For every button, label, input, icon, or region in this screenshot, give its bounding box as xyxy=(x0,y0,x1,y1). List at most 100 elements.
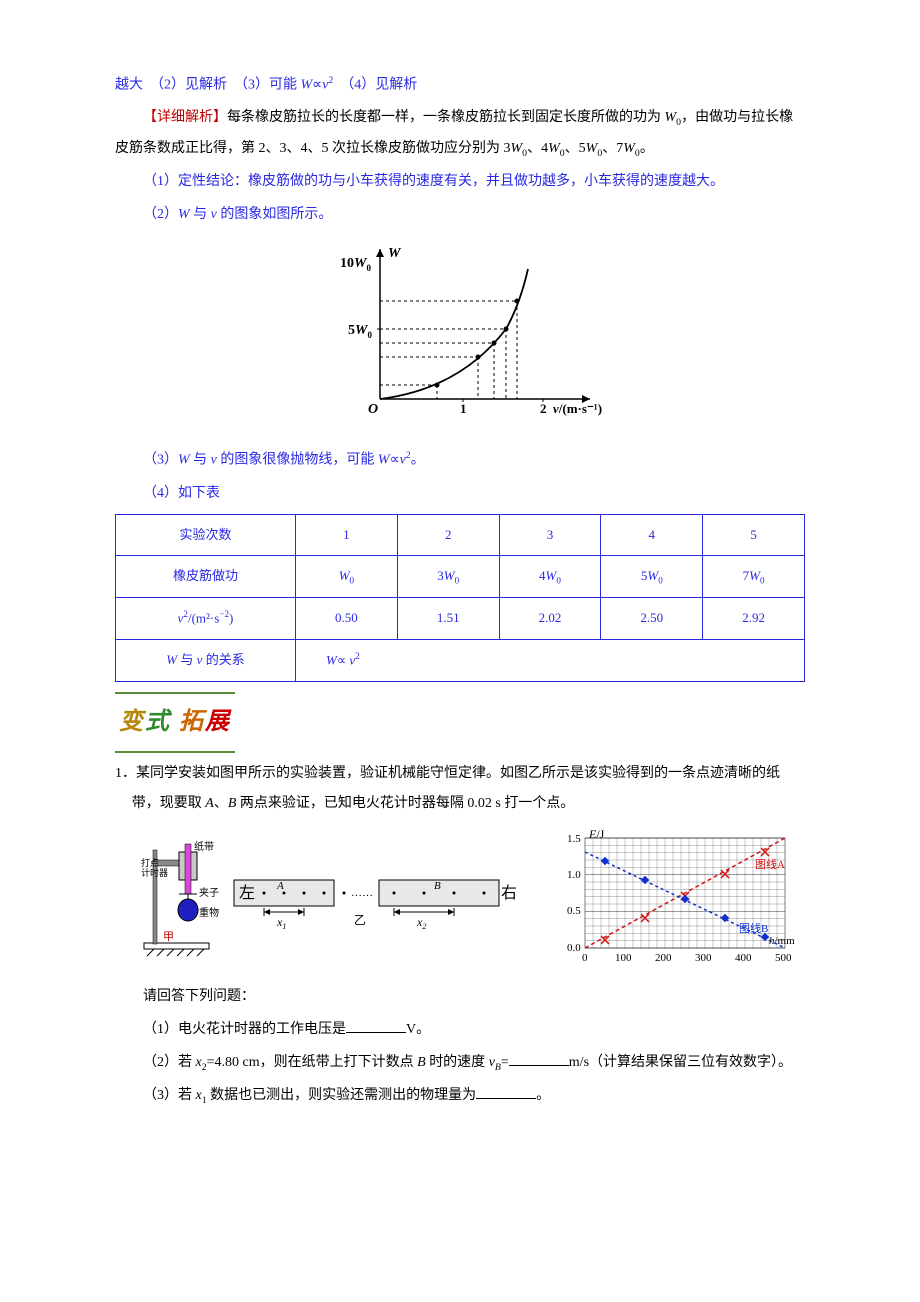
answer-prop: ∝ xyxy=(312,78,322,93)
p1e: 、7 xyxy=(602,141,623,156)
energy-chart-svg: E/J 1.5 1.0 0.5 0.0 0 100 200 300 400 50… xyxy=(545,828,805,968)
q2-B: B xyxy=(417,1055,426,1070)
row4-val: W∝ v2 xyxy=(296,639,805,681)
q1-1a: （1）电火花计时器的工作电压是 xyxy=(143,1022,346,1037)
q1-1b: V。 xyxy=(406,1022,430,1037)
svg-text:E/J: E/J xyxy=(588,828,605,841)
header-c4: 展 xyxy=(205,709,231,735)
svg-text:200: 200 xyxy=(655,952,672,964)
row1-c3: 3 xyxy=(499,514,601,556)
answer-prefix: 越大 （2）见解析 （3）可能 xyxy=(115,78,301,93)
blank-voltage xyxy=(346,1019,406,1033)
q2e: m/s（计算结果保留三位有效数字）。 xyxy=(569,1055,792,1070)
q3a: （3）若 xyxy=(143,1088,196,1103)
svg-text:0.5: 0.5 xyxy=(567,905,581,917)
analysis-p3: （2）W 与 v 的图象如图所示。 xyxy=(115,200,805,231)
row2-c2: 3W0 xyxy=(397,556,499,598)
svg-text:1: 1 xyxy=(460,401,467,416)
svg-text:W: W xyxy=(388,246,402,261)
q1-please: 请回答下列问题： xyxy=(115,982,805,1013)
p1a: 每条橡皮筋拉长的长度都一样，一条橡皮筋拉长到固定长度所做的功为 xyxy=(227,110,665,125)
answer-w: W xyxy=(301,78,313,93)
p1d: 、5 xyxy=(565,141,586,156)
p4c: 。 xyxy=(411,453,425,468)
p4w: W xyxy=(178,453,190,468)
p1-w0w: W xyxy=(665,110,677,125)
apparatus-svg: 纸带 打点计时器 夹子 重物 甲 左 A x1 …… B 右 xyxy=(139,838,519,958)
q1-A: A xyxy=(205,796,214,811)
answer-suffix: （4）见解析 xyxy=(333,78,417,93)
row3-c2: 1.51 xyxy=(397,597,499,639)
table-row: v2/(m²·s−2) 0.50 1.51 2.02 2.50 2.92 xyxy=(116,597,805,639)
p4b: 的图象很像抛物线，可能 xyxy=(217,453,378,468)
svg-text:500: 500 xyxy=(775,952,792,964)
q2d: = xyxy=(501,1055,509,1070)
row1-c4: 4 xyxy=(601,514,703,556)
answer-line: 越大 （2）见解析 （3）可能 W∝v2 （4）见解析 xyxy=(115,70,805,101)
p1-w4: W xyxy=(623,141,635,156)
svg-text:0.0: 0.0 xyxy=(567,942,581,954)
row1-c2: 2 xyxy=(397,514,499,556)
data-table: 实验次数 1 2 3 4 5 橡皮筋做功 W0 3W0 4W0 5W0 7W0 … xyxy=(115,514,805,682)
blank-velocity xyxy=(509,1052,569,1066)
svg-text:图线A: 图线A xyxy=(755,857,785,871)
row3-c5: 2.92 xyxy=(703,597,805,639)
row1-c5: 5 xyxy=(703,514,805,556)
header-c3: 拓 xyxy=(179,709,205,735)
row2-c1: W0 xyxy=(296,556,398,598)
table-row: 实验次数 1 2 3 4 5 xyxy=(116,514,805,556)
row2-c4: 5W0 xyxy=(601,556,703,598)
table-row: W 与 v 的关系 W∝ v2 xyxy=(116,639,805,681)
blank-quantity xyxy=(476,1085,536,1099)
analysis-p5: （4）如下表 xyxy=(115,479,805,510)
svg-text:400: 400 xyxy=(735,952,752,964)
analysis-p4: （3）W 与 v 的图象很像抛物线，可能 W∝v2。 xyxy=(115,445,805,476)
svg-text:乙: 乙 xyxy=(354,913,366,927)
svg-text:A: A xyxy=(276,880,284,892)
svg-text:h/mm: h/mm xyxy=(769,935,795,947)
svg-text:2: 2 xyxy=(540,401,547,416)
header-c1: 变 xyxy=(119,709,145,735)
p4prop: ∝ xyxy=(390,453,400,468)
p3w: W xyxy=(178,207,190,222)
row2-c3: 4W0 xyxy=(499,556,601,598)
svg-text:v/(m·s⁻¹): v/(m·s⁻¹) xyxy=(553,401,602,416)
wv-chart: 10W0 5W0 W O 1 2 v/(m·s⁻¹) xyxy=(115,239,805,432)
q3b: 数据也已测出，则实验还需测出的物理量为 xyxy=(207,1088,477,1103)
svg-text:夹子: 夹子 xyxy=(199,886,219,899)
p4w2: W xyxy=(378,453,390,468)
q1-sub1: （1）电火花计时器的工作电压是 V。 xyxy=(115,1015,805,1046)
row1-c1: 1 xyxy=(296,514,398,556)
svg-text:100: 100 xyxy=(615,952,632,964)
q2b: =4.80 cm，则在纸带上打下计数点 xyxy=(207,1055,418,1070)
p1-w3: W xyxy=(586,141,598,156)
q2c: 时的速度 xyxy=(426,1055,489,1070)
row3-c4: 2.50 xyxy=(601,597,703,639)
wv-chart-svg: 10W0 5W0 W O 1 2 v/(m·s⁻¹) xyxy=(310,239,610,419)
svg-text:纸带: 纸带 xyxy=(194,840,214,853)
svg-text:300: 300 xyxy=(695,952,712,964)
svg-text:1.5: 1.5 xyxy=(567,833,581,845)
q1-num: 1． xyxy=(115,766,136,781)
q1-sub2: （2）若 x2=4.80 cm，则在纸带上打下计数点 B 时的速度 vB=m/s… xyxy=(115,1048,805,1079)
svg-text:1.0: 1.0 xyxy=(567,869,581,881)
q1-stem: 1．某同学安装如图甲所示的实验装置，验证机械能守恒定律。如图乙所示是该实验得到的… xyxy=(115,759,805,821)
p3a: （2） xyxy=(143,207,178,222)
section-header: 变式 拓展 xyxy=(115,692,805,753)
p1-w2: W xyxy=(548,141,560,156)
analysis-p2: （1）定性结论：橡皮筋做的功与小车获得的速度有关，并且做功越多，小车获得的速度越… xyxy=(115,167,805,198)
svg-text:左: 左 xyxy=(239,884,255,902)
svg-text:图线B: 图线B xyxy=(739,921,768,935)
svg-text:0: 0 xyxy=(582,952,588,964)
svg-text:重物: 重物 xyxy=(199,906,219,919)
q3c: 。 xyxy=(536,1088,550,1103)
row3-c3: 2.02 xyxy=(499,597,601,639)
row2-c5: 7W0 xyxy=(703,556,805,598)
p1f: 。 xyxy=(640,141,654,156)
table-row: 橡皮筋做功 W0 3W0 4W0 5W0 7W0 xyxy=(116,556,805,598)
p4a: （3） xyxy=(143,453,178,468)
q1-line1b: 、 xyxy=(214,796,228,811)
figure-row: 纸带 打点计时器 夹子 重物 甲 左 A x1 …… B 右 xyxy=(139,828,805,968)
row4-label: W 与 v 的关系 xyxy=(116,639,296,681)
svg-text:B: B xyxy=(434,880,441,892)
